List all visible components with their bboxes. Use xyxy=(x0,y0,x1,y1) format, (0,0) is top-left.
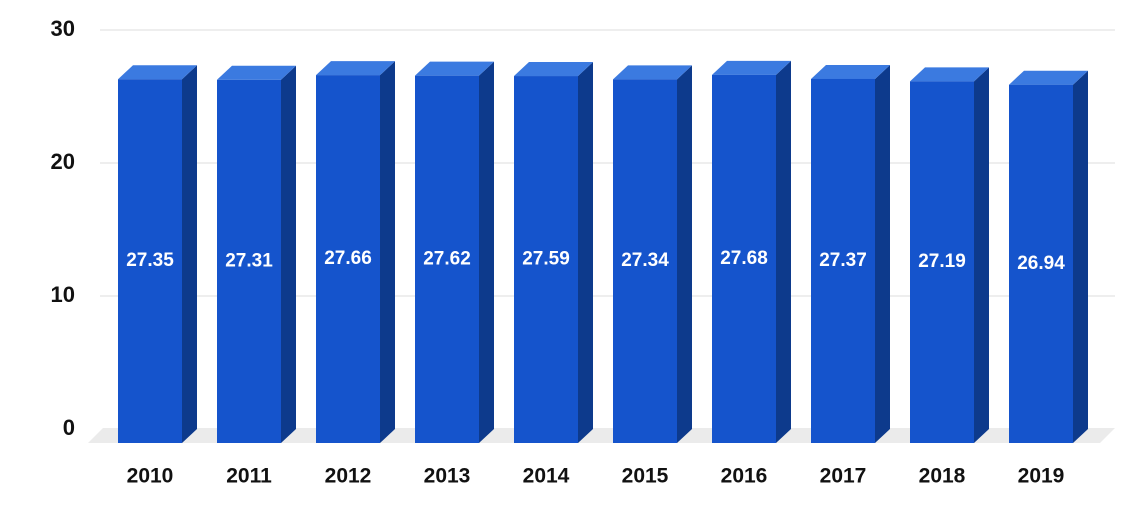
bar-top xyxy=(514,62,593,77)
value-label: 27.59 xyxy=(522,249,570,270)
bar-side xyxy=(479,61,494,444)
bar-top xyxy=(811,64,890,79)
bar xyxy=(415,75,479,444)
bar xyxy=(712,74,776,443)
bar-top xyxy=(316,61,395,76)
x-tick-label: 2012 xyxy=(325,465,372,488)
y-tick-label: 20 xyxy=(51,149,75,174)
x-tick-label: 2016 xyxy=(721,465,768,488)
bar xyxy=(811,78,875,443)
bar-side xyxy=(578,62,593,443)
bar-side xyxy=(776,60,791,444)
bar-side xyxy=(380,61,395,443)
value-label: 27.68 xyxy=(720,248,768,269)
bar xyxy=(217,79,281,443)
value-label: 27.62 xyxy=(423,248,471,269)
bar-side xyxy=(974,67,989,444)
x-tick-label: 2019 xyxy=(1018,465,1065,488)
bar-top xyxy=(118,65,197,80)
x-tick-label: 2011 xyxy=(226,465,272,488)
bar-side xyxy=(677,65,692,444)
bar xyxy=(1009,84,1073,443)
bar-side xyxy=(875,64,890,443)
bar xyxy=(514,76,578,443)
value-label: 27.66 xyxy=(324,248,372,269)
bar-side xyxy=(281,65,296,443)
value-label: 27.35 xyxy=(126,250,174,271)
x-tick-label: 2015 xyxy=(622,465,669,488)
bar-top xyxy=(1009,70,1088,85)
x-tick-label: 2014 xyxy=(523,465,570,488)
bar-top xyxy=(613,65,692,80)
x-tick-label: 2017 xyxy=(820,465,867,488)
bar-top xyxy=(712,60,791,75)
value-label: 27.34 xyxy=(621,250,669,271)
bar-top xyxy=(217,65,296,80)
bar-top xyxy=(415,61,494,76)
bar xyxy=(118,79,182,444)
bar xyxy=(613,79,677,444)
y-tick-label: 0 xyxy=(63,415,75,440)
value-label: 27.31 xyxy=(225,250,273,271)
x-tick-label: 2018 xyxy=(919,465,966,488)
value-label: 26.94 xyxy=(1017,253,1065,274)
value-label: 27.19 xyxy=(918,251,966,272)
bar-top xyxy=(910,67,989,82)
y-tick-label: 30 xyxy=(51,16,75,41)
bar xyxy=(910,81,974,444)
bar-side xyxy=(1073,70,1088,443)
x-tick-label: 2013 xyxy=(424,465,471,488)
bar xyxy=(316,75,380,443)
value-label: 27.37 xyxy=(819,250,867,271)
y-tick-label: 10 xyxy=(51,282,75,307)
x-tick-label: 2010 xyxy=(127,465,174,488)
bar-side xyxy=(182,65,197,444)
